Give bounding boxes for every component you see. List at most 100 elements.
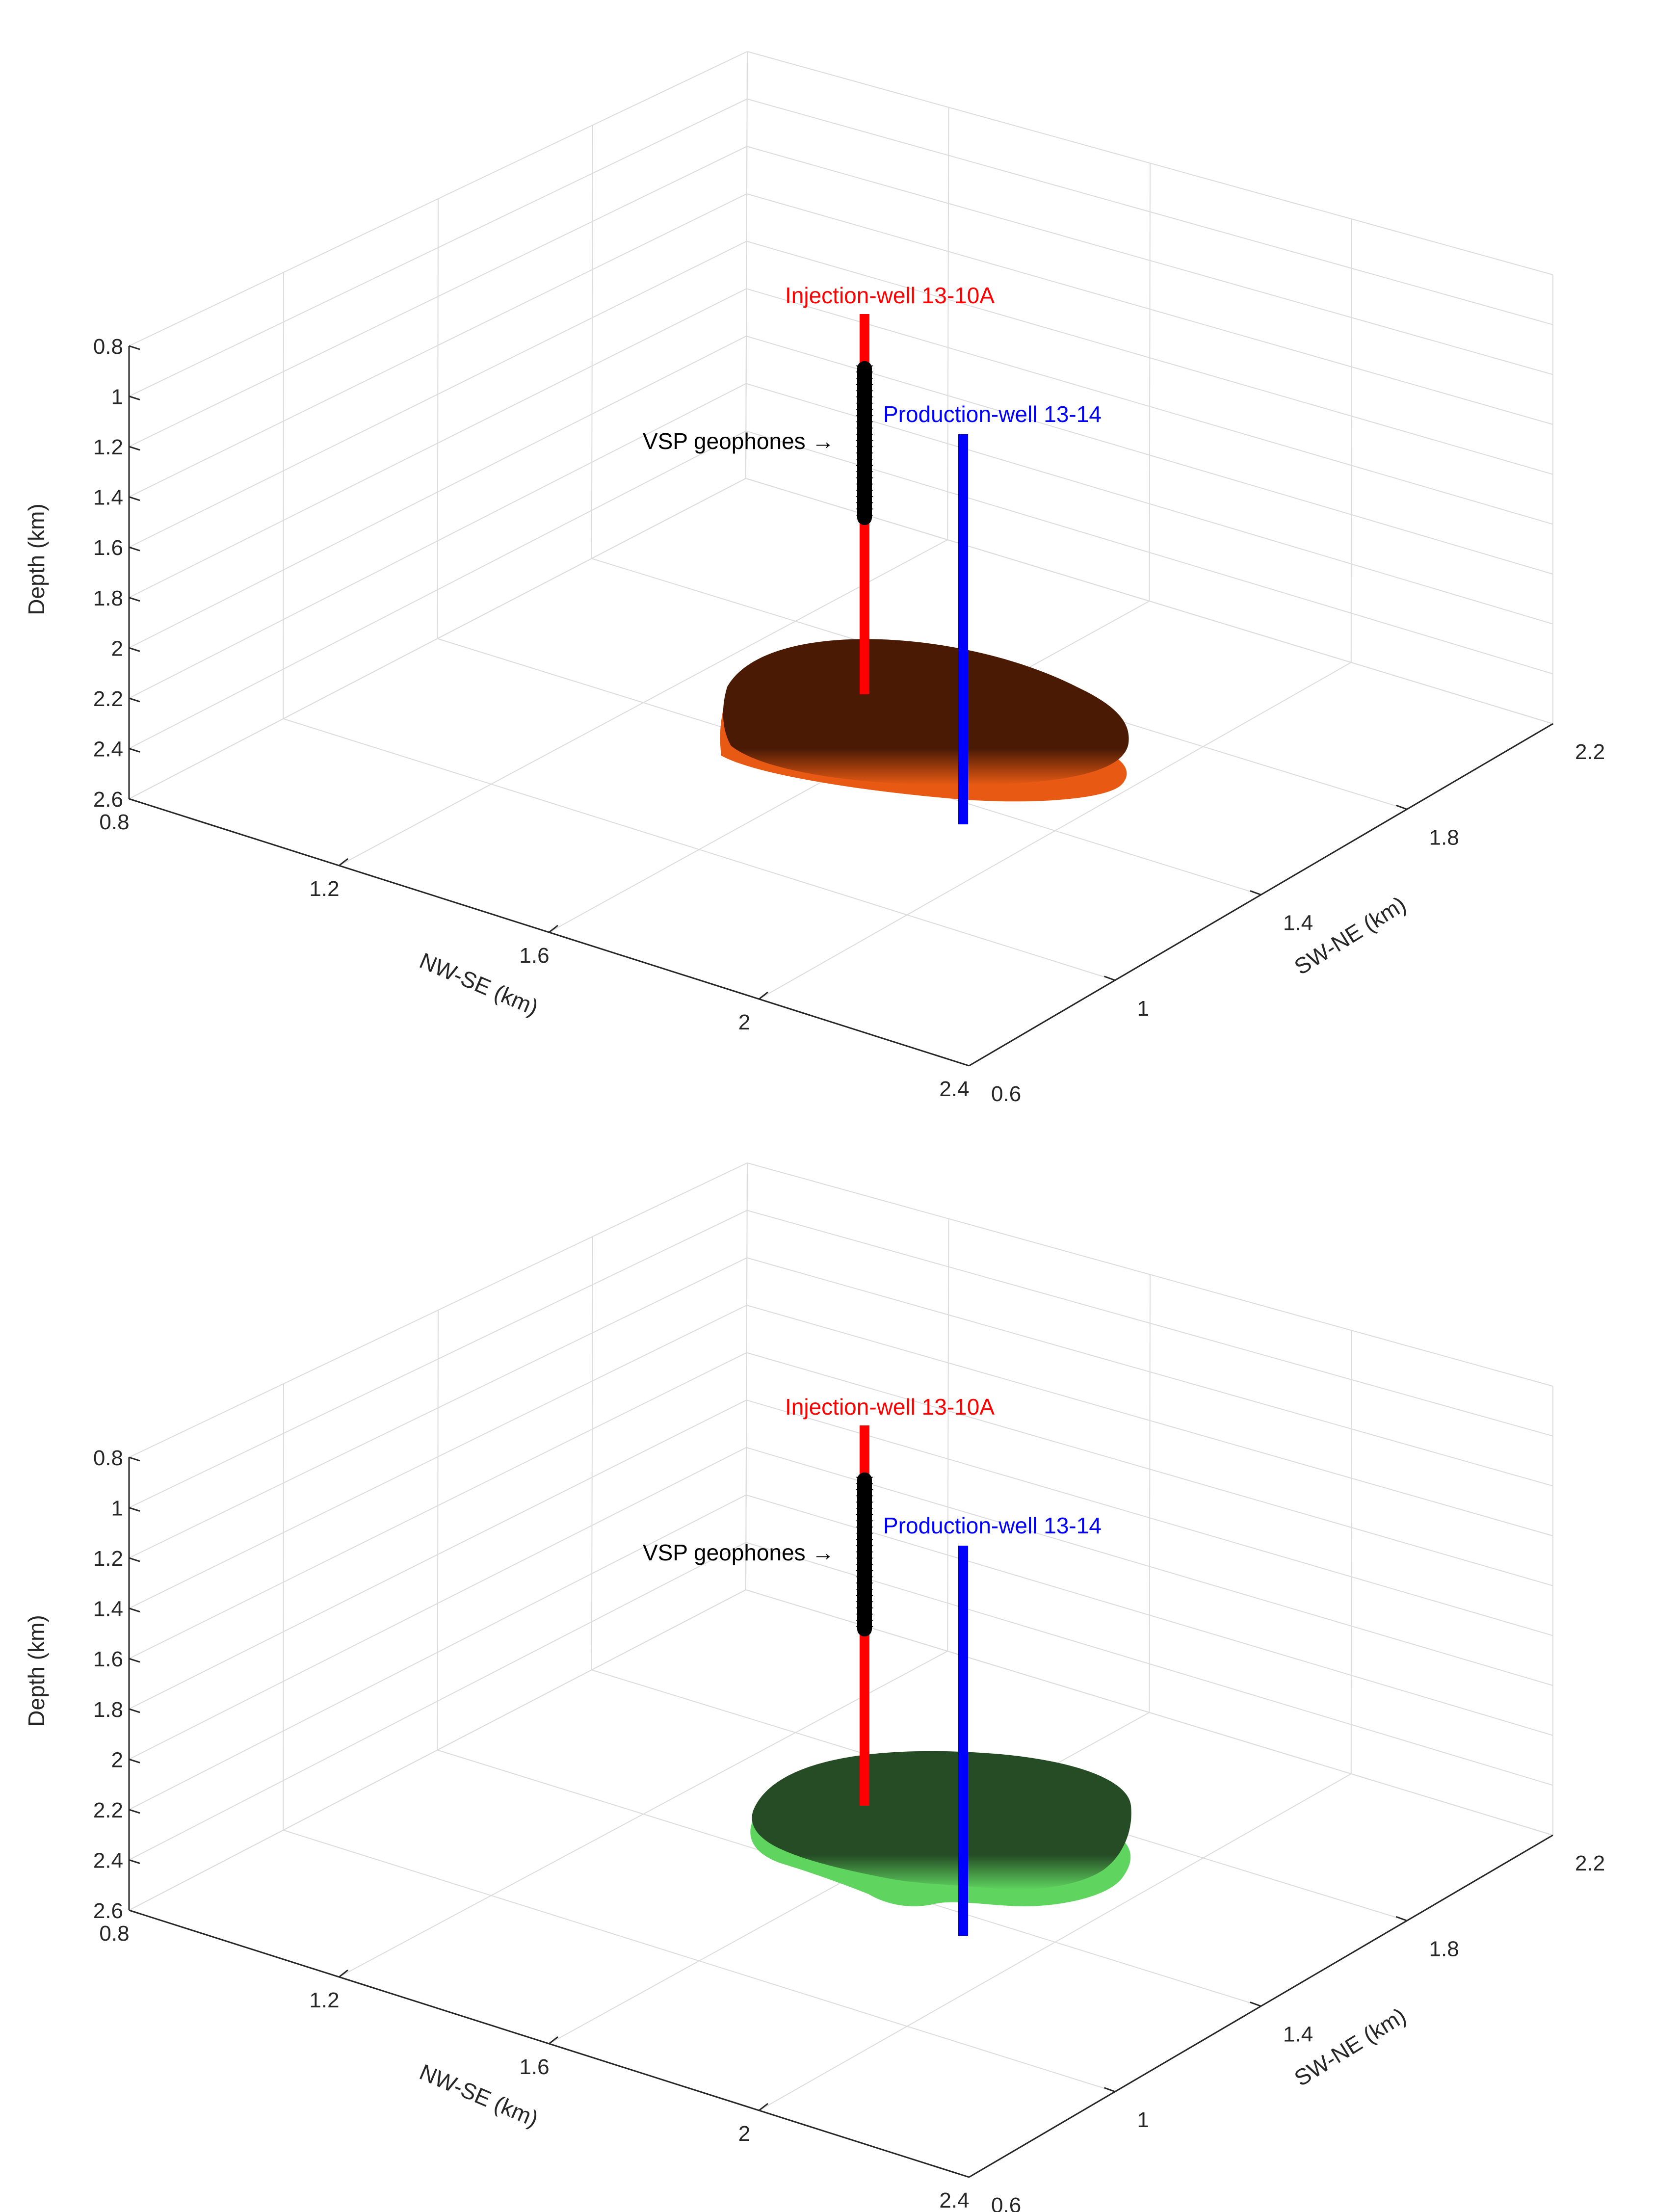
- depth-tick: [129, 1507, 140, 1512]
- swne-tick-label: 1.4: [1283, 911, 1313, 935]
- grid-line: [283, 1829, 1115, 2092]
- nwse-tick: [339, 858, 348, 867]
- grid-line: [283, 1383, 284, 1830]
- production-well-label: Production-well 13-14: [883, 401, 1102, 427]
- swne-tick: [1250, 2001, 1261, 2007]
- grid-line: [591, 125, 593, 559]
- depth-tick: [129, 496, 140, 501]
- vsp-geophone: [856, 384, 873, 392]
- vsp-geophone: [856, 1607, 873, 1616]
- vsp-geophone: [856, 1514, 873, 1522]
- depth-tick-label: 0.8: [93, 335, 123, 359]
- depth-tick: [129, 446, 140, 451]
- grid-line: [283, 718, 1115, 981]
- depth-tick-label: 2: [111, 636, 123, 660]
- swne-tick-label: 1.4: [1283, 2023, 1313, 2047]
- grid-line: [745, 1589, 1553, 1836]
- vsp-geophone: [856, 459, 873, 467]
- swne-tick-label: 0.6: [991, 2193, 1021, 2212]
- depth-tick-label: 2.6: [93, 1899, 123, 1923]
- injection-well-label: Injection-well 13-10A: [785, 1394, 995, 1420]
- vsp-geophone: [856, 515, 873, 523]
- vsp-geophone: [856, 1589, 873, 1597]
- swne-tick: [1250, 890, 1261, 895]
- vsp-geophone: [856, 452, 873, 461]
- nwse-tick: [549, 2036, 558, 2045]
- depth-tick: [129, 1859, 140, 1864]
- swne-tick: [1395, 804, 1408, 810]
- depth-axis-label: Depth (km): [24, 503, 49, 615]
- grid-line: [1149, 163, 1151, 602]
- vsp-geophone: [856, 502, 873, 510]
- vsp-geophone: [856, 1501, 873, 1510]
- vsp-geophone: [856, 1476, 873, 1485]
- swne-tick: [1103, 975, 1116, 981]
- vsp-geophones-label: VSP geophones →: [643, 1540, 834, 1565]
- depth-tick: [129, 1557, 140, 1562]
- injection-well-label: Injection-well 13-10A: [785, 283, 995, 308]
- depth-tick: [129, 697, 140, 703]
- swne-axis-label: SW-NE (km): [1290, 891, 1411, 979]
- grid-line: [437, 198, 439, 639]
- depth-tick: [129, 748, 140, 753]
- production-well-label: Production-well 13-14: [883, 1513, 1102, 1538]
- plume-surface: [723, 639, 1129, 785]
- depth-tick-label: 1.6: [93, 1647, 123, 1671]
- depth-tick-label: 1.2: [93, 1547, 123, 1571]
- vsp-geophone: [856, 446, 873, 454]
- nwse-tick-label: 2: [738, 1010, 750, 1034]
- depth-tick-label: 1: [111, 1497, 123, 1521]
- nwse-tick-label: 1.6: [519, 2055, 549, 2079]
- nwse-tick-label: 1.2: [309, 877, 339, 901]
- vsp-geophone: [856, 371, 873, 380]
- depth-tick-label: 2.2: [93, 1798, 123, 1822]
- depth-tick: [129, 1758, 140, 1764]
- vsp-geophone: [856, 1495, 873, 1503]
- nwse-tick-label: 0.8: [99, 810, 129, 834]
- vsp-geophone: [856, 1551, 873, 1559]
- vsp-geophone: [856, 1613, 873, 1622]
- depth-tick: [129, 1456, 140, 1462]
- vsp-geophone: [856, 1532, 873, 1541]
- depth-tick-label: 1: [111, 385, 123, 409]
- depth-tick-label: 1.8: [93, 586, 123, 610]
- depth-tick: [129, 647, 140, 652]
- vsp-geophone: [856, 415, 873, 423]
- vsp-geophone: [856, 378, 873, 386]
- vsp-geophone: [856, 421, 873, 429]
- vsp-geophone: [856, 508, 873, 517]
- grid-line: [283, 272, 284, 719]
- depth-tick: [129, 1658, 140, 1663]
- depth-tick: [129, 345, 140, 350]
- depth-tick-label: 2.6: [93, 788, 123, 812]
- vsp-geophone: [856, 1595, 873, 1603]
- depth-tick-label: 1.4: [93, 486, 123, 510]
- depth-tick: [129, 597, 140, 602]
- grid-line: [947, 1218, 949, 1652]
- depth-tick: [129, 1909, 140, 1915]
- nwse-tick-label: 2.4: [939, 1077, 969, 1101]
- grid-line: [437, 1310, 439, 1750]
- nwse-tick: [759, 991, 768, 1000]
- vsp-geophone: [856, 1576, 873, 1584]
- vsp-geophone: [856, 465, 873, 473]
- grid-line: [1149, 1274, 1151, 1713]
- vsp-geophone: [856, 496, 873, 504]
- grid-line: [947, 107, 949, 540]
- vsp-geophone: [856, 471, 873, 479]
- vsp-geophone: [856, 1539, 873, 1547]
- nwse-tick: [759, 2103, 768, 2111]
- depth-tick-label: 1.6: [93, 536, 123, 560]
- nwse-tick: [549, 924, 558, 933]
- plot-panel-bottom: 0.811.21.41.61.822.22.42.60.81.21.622.4 0…: [24, 1162, 1605, 2212]
- depth-axis-label: Depth (km): [24, 1615, 49, 1726]
- vsp-geophone: [856, 409, 873, 417]
- vsp-geophone: [856, 434, 873, 442]
- vsp-geophone: [856, 390, 873, 398]
- vsp-geophone: [856, 1570, 873, 1579]
- swne-tick-label: 1.8: [1429, 825, 1459, 849]
- vsp-geophone: [856, 477, 873, 486]
- nwse-tick-label: 1.2: [309, 1988, 339, 2012]
- vsp-geophone: [856, 427, 873, 436]
